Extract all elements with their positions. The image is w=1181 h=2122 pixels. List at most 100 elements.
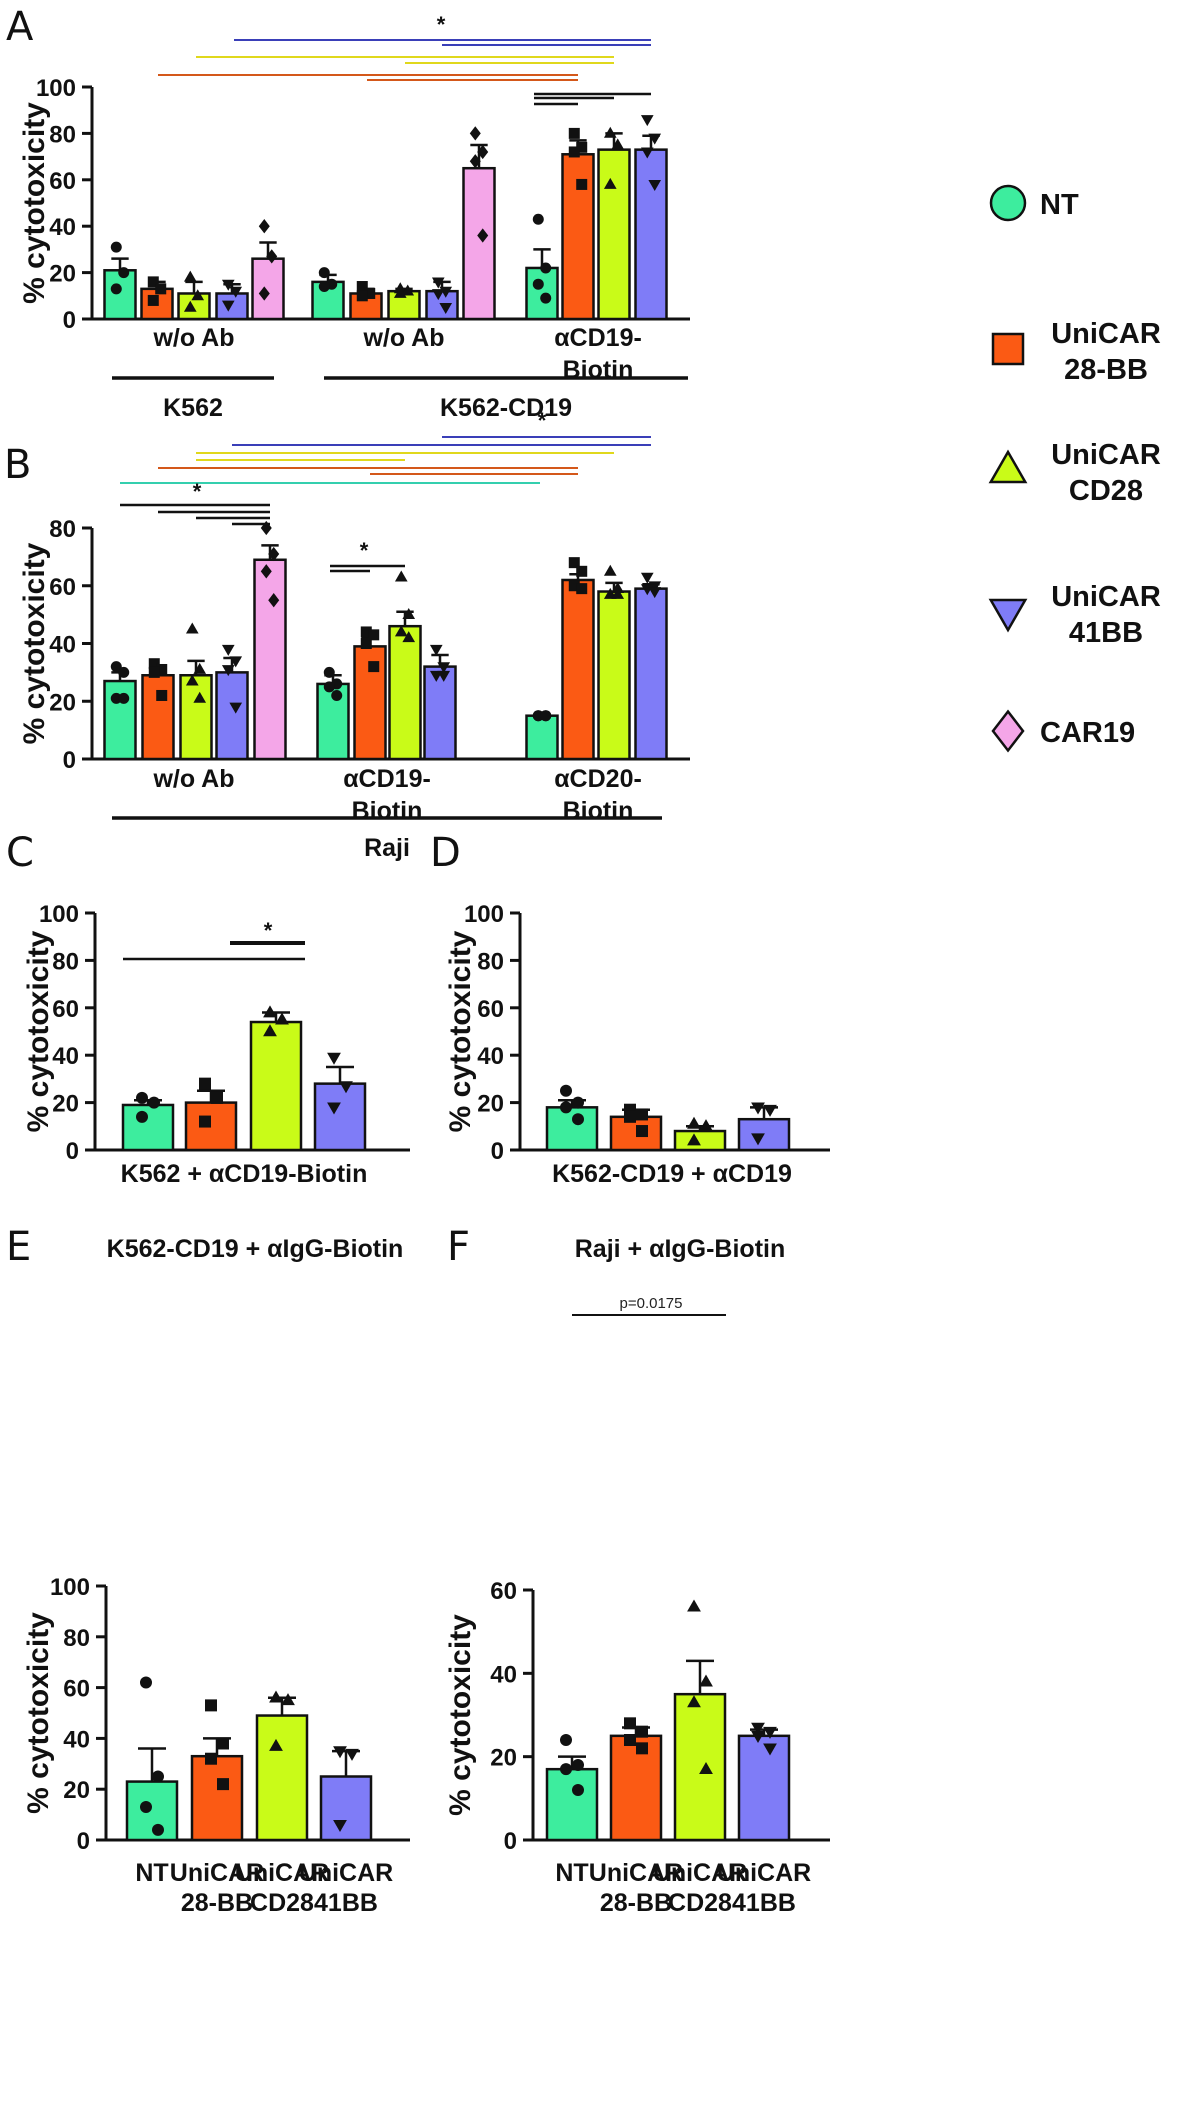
bar-unicar-cd28: [597, 148, 631, 321]
bar-unicar-41bb: [423, 665, 457, 761]
panel-letter: D: [430, 830, 461, 876]
panel-E: E 0 20 40 60 80 100 % cytotoxicity K562-CD19 + α…: [6, 1224, 410, 1917]
legend-label: 28-BB: [1064, 354, 1148, 386]
category-label: NT: [135, 1859, 168, 1887]
category-label: 41BB: [314, 1889, 378, 1917]
bar-unicar-28-bb: [353, 645, 387, 761]
data-point: [136, 1091, 148, 1104]
data-point: [368, 629, 380, 641]
panel-letter: F: [447, 1224, 470, 1270]
data-point: [477, 144, 489, 160]
data-point: [477, 228, 489, 243]
data-point: [540, 292, 552, 304]
bar-unicar-41bb: [319, 1775, 373, 1842]
bar-car19: [462, 166, 496, 321]
bar-unicar-41bb: [737, 1734, 791, 1842]
bar-unicar-41bb: [634, 148, 668, 321]
data-point: [469, 154, 481, 169]
data-point: [640, 115, 654, 127]
x-axis-label: K562-CD19 + αCD19: [552, 1160, 792, 1188]
cell-line-label: K562-CD19: [440, 394, 572, 422]
y-tick-label: 0: [66, 1138, 79, 1165]
panel-letter: B: [4, 442, 31, 488]
data-point: [648, 581, 662, 593]
bar-unicar-28-bb: [190, 1754, 244, 1842]
data-point: [183, 270, 197, 282]
data-point: [221, 279, 235, 291]
data-point: [763, 1726, 777, 1739]
legend: NT UniCAR 28-BB UniCAR CD28 UniCAR 41BB CAR19: [988, 184, 1161, 753]
data-point: [217, 1737, 229, 1750]
data-point: [229, 656, 243, 668]
bar-nt: [545, 1767, 599, 1842]
data-point: [331, 689, 343, 701]
data-point: [148, 658, 160, 670]
data-point: [568, 557, 580, 569]
data-point: [148, 666, 160, 678]
bar-nt: [525, 714, 559, 761]
data-point: [763, 1743, 777, 1756]
data-point: [364, 287, 376, 299]
data-point: [156, 689, 168, 701]
y-tick-label: 100: [464, 901, 504, 928]
y-tick-label: 80: [63, 1625, 90, 1652]
legend-item-nt: NT: [989, 184, 1079, 222]
y-tick-label: 40: [63, 1726, 90, 1753]
y-tick-label: 20: [52, 1091, 79, 1118]
data-point: [576, 583, 588, 595]
data-point: [603, 564, 617, 576]
y-tick-label: 80: [477, 948, 504, 975]
bar-unicar-cd28: [597, 590, 631, 761]
bar-unicar-cd28: [673, 1129, 727, 1152]
bar-nt: [103, 679, 137, 761]
diamond-icon: [991, 709, 1025, 753]
data-point: [217, 1778, 229, 1791]
category-label: UniCAR: [589, 1859, 683, 1887]
data-point: [560, 1084, 572, 1097]
data-point: [258, 219, 270, 234]
data-point: [699, 1119, 713, 1132]
data-point: [751, 1731, 765, 1744]
y-tick-label: 40: [49, 214, 76, 241]
data-point: [568, 146, 580, 158]
y-axis-label: % cytotoxicity: [22, 1612, 55, 1814]
data-point: [402, 608, 416, 620]
data-point: [687, 1133, 701, 1146]
data-point: [185, 674, 199, 686]
significance-star: *: [538, 408, 547, 433]
data-point: [636, 1742, 648, 1755]
y-axis-label: % cytotoxicity: [22, 930, 55, 1132]
data-point: [118, 267, 130, 279]
data-point: [323, 666, 335, 678]
cell-line-label: K562: [163, 394, 223, 422]
bar-unicar-41bb: [215, 671, 249, 761]
y-tick-label: 60: [490, 1578, 517, 1605]
bar-unicar-cd28: [249, 1020, 303, 1152]
y-tick-label: 20: [63, 1777, 90, 1804]
legend-item-unicar-28-bb: UniCAR 28-BB: [991, 318, 1161, 386]
data-point: [275, 1012, 289, 1025]
data-point: [624, 1717, 636, 1730]
category-label: UniCAR: [170, 1859, 264, 1887]
data-point: [263, 1024, 277, 1037]
data-point: [281, 1693, 295, 1706]
data-point: [431, 289, 445, 301]
data-point: [110, 661, 122, 673]
bar-unicar-cd28: [255, 1714, 309, 1842]
data-point: [751, 1102, 765, 1115]
bar-nt: [525, 266, 559, 321]
data-point: [183, 300, 197, 312]
invtriangle-icon: [988, 598, 1028, 633]
y-tick-label: 20: [49, 689, 76, 716]
legend-item-unicar-cd28: UniCAR CD28: [988, 439, 1161, 507]
y-tick-label: 0: [491, 1138, 504, 1165]
category-label: CD28: [250, 1889, 314, 1917]
data-point: [751, 1722, 765, 1735]
bar-unicar-cd28: [179, 674, 213, 761]
category-label: UniCAR: [235, 1859, 329, 1887]
bar-car19: [251, 257, 285, 321]
category-label: 28-BB: [181, 1889, 253, 1917]
y-tick-label: 40: [52, 1043, 79, 1070]
data-point: [699, 1761, 713, 1774]
data-point: [560, 1734, 572, 1746]
